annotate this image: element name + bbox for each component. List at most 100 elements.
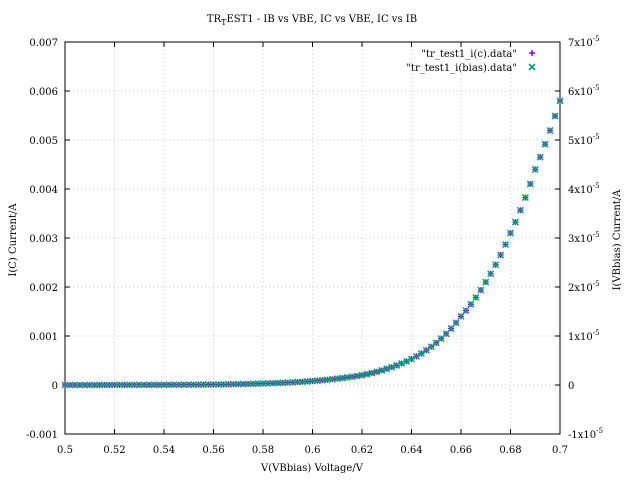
chart-title: TRTEST1 - IB vs VBE, IC vs VBE, IC vs IB — [207, 14, 417, 27]
x-tick-label: 0.7 — [552, 445, 568, 456]
cross-marker-b — [318, 376, 326, 384]
y2-tick-label: 2x10-5 — [568, 280, 600, 294]
y2-tick-label: -1x10-5 — [568, 427, 603, 441]
legend: "tr_test1_i(c).data" "tr_test1_i(bias).da… — [406, 49, 536, 74]
cross-marker-b — [541, 140, 549, 148]
data-point-series-1 — [487, 270, 495, 278]
cross-marker-b — [407, 355, 416, 363]
cross-marker-b — [299, 378, 307, 386]
y2-tick-mantissa: 6x10 — [568, 87, 593, 98]
y2-tick-mantissa: 0 — [568, 381, 574, 392]
cross-marker-b — [492, 261, 500, 269]
data-point-series-1 — [492, 261, 500, 269]
data-point-series-1 — [368, 369, 376, 377]
data-point-series-1 — [506, 229, 515, 237]
y-tick-label: 0.001 — [29, 332, 58, 343]
y2-tick-label: 3x10-5 — [568, 231, 600, 245]
data-point-series-1 — [373, 368, 381, 376]
cross-marker-b — [259, 379, 267, 388]
cross-marker-b — [412, 352, 420, 360]
y2-tick-mantissa: -1x10 — [568, 430, 596, 441]
axis-layer: 0.5 0.52 0.54 0.56 0.58 0.6 0.62 0.64 0.66 0.68 0.… — [26, 35, 603, 456]
cross-marker-b — [462, 307, 470, 315]
data-point-series-1 — [363, 370, 371, 378]
y2-axis-label: I(VBbias) Current/A — [612, 189, 623, 291]
data-point-series-1 — [398, 359, 406, 368]
y2-tick-mantissa: 7x10 — [568, 38, 593, 49]
legend-marker — [528, 63, 536, 71]
y2-tick-exponent: -5 — [593, 329, 600, 337]
cross-marker-b — [388, 363, 396, 371]
x-tick-label: 0.56 — [202, 445, 224, 456]
x-tick-label: 0.6 — [305, 445, 321, 456]
cross-marker-b — [383, 365, 391, 373]
data-point-series-1 — [403, 357, 411, 365]
y2-tick-exponent: -5 — [593, 84, 600, 92]
data-point-series-1 — [457, 312, 465, 320]
cross-marker-b — [452, 319, 460, 327]
cross-marker-b — [313, 377, 321, 385]
cross-marker-b — [497, 251, 505, 259]
cross-marker-b — [477, 286, 485, 294]
data-point-series-1 — [442, 330, 450, 338]
cross-marker-b — [353, 372, 361, 380]
legend-marker — [529, 50, 535, 56]
cross-marker-b — [294, 378, 302, 386]
data-point-series-1 — [412, 352, 420, 360]
cross-marker-b — [279, 379, 287, 387]
y-tick-label: 0.002 — [29, 283, 58, 294]
data-point-series-1 — [393, 361, 401, 369]
cross-marker-b — [403, 357, 411, 365]
data-point-series-1 — [388, 363, 396, 371]
cross-marker-b — [338, 374, 346, 382]
cross-marker-b — [502, 240, 510, 249]
chart-title-part: EST1 - IB vs VBE, IC vs VBE, IC vs IB — [226, 14, 417, 25]
cross-marker-b — [249, 380, 257, 388]
cross-marker-b — [516, 206, 524, 214]
cross-marker-b — [348, 373, 356, 381]
y2-tick-mantissa: 1x10 — [568, 332, 593, 343]
y2-tick-label: 1x10-5 — [568, 329, 600, 343]
data-point-series-1 — [526, 180, 534, 188]
data-point-series-1 — [497, 251, 505, 259]
y2-tick-exponent: -5 — [593, 182, 600, 190]
cross-marker-b — [442, 330, 450, 338]
y2-tick-exponent: -5 — [593, 35, 600, 43]
x-tick-label: 0.68 — [499, 445, 521, 456]
y2-tick-mantissa: 4x10 — [568, 185, 593, 196]
cross-marker-b — [308, 377, 317, 385]
data-point-series-1 — [477, 286, 485, 294]
y2-tick-mantissa: 2x10 — [568, 283, 593, 294]
cross-marker-b — [487, 270, 495, 278]
y2-tick-label: 6x10-5 — [568, 84, 600, 98]
data-point-series-1 — [536, 153, 544, 161]
y2-tick-exponent: -5 — [593, 280, 600, 288]
y-tick-label: 0.006 — [29, 87, 58, 98]
y2-tick-mantissa: 5x10 — [568, 136, 593, 147]
cross-marker-b — [531, 165, 539, 173]
cross-marker-b — [363, 370, 371, 378]
y2-tick-exponent: -5 — [593, 231, 600, 239]
data-point-series-1 — [452, 319, 460, 327]
y2-tick-exponent: -5 — [593, 133, 600, 141]
data-point-series-1 — [427, 343, 435, 351]
y-tick-label: 0.007 — [29, 38, 58, 49]
data-point-series-1 — [511, 218, 519, 226]
cross-marker-b — [323, 376, 331, 384]
data-point-series-1 — [417, 349, 425, 358]
data-point-series-1 — [521, 194, 529, 202]
cross-marker-b — [373, 368, 381, 376]
y-tick-label: -0.001 — [26, 430, 58, 441]
cross-marker-b — [511, 218, 519, 226]
data-point-series-1 — [472, 293, 480, 302]
y-tick-label: 0.003 — [29, 234, 58, 245]
data-point-series-1 — [541, 140, 549, 148]
data-point-series-1 — [467, 300, 475, 308]
data-point-series-1 — [516, 206, 524, 214]
cross-marker-b — [274, 379, 282, 387]
cross-marker-b — [526, 180, 534, 188]
cross-marker-b — [472, 293, 480, 302]
data-point-series-1 — [422, 346, 430, 354]
y-axis-label: I(C) Current/A — [8, 203, 19, 277]
